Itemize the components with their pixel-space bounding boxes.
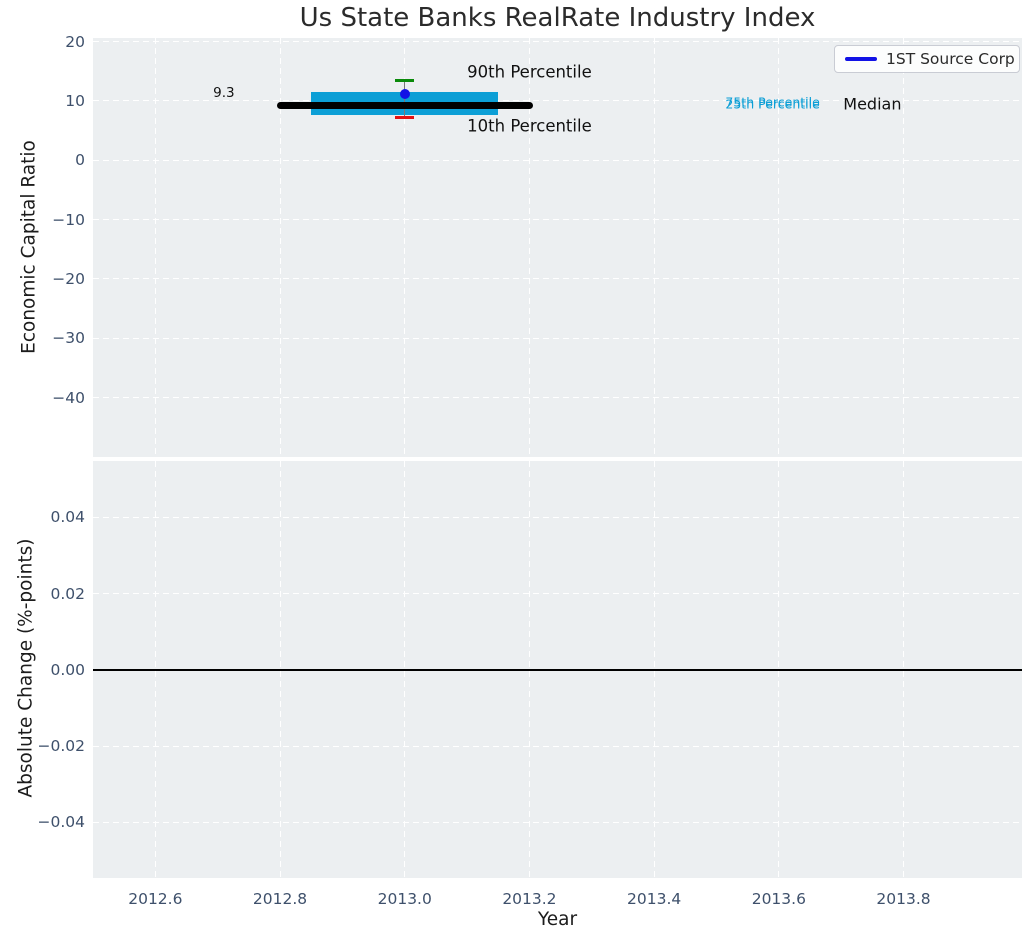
gridline-y [93,41,1022,43]
y-tick-label: −30 [52,329,85,348]
y-axis-label-top: Economic Capital Ratio [18,140,40,354]
chart-annotation: 90th Percentile [467,62,592,82]
y-tick-label: 20 [65,32,85,51]
gridline-y [93,100,1022,102]
y-tick-label: 0.04 [50,508,85,527]
gridline-x [528,38,530,457]
p10-cap [395,116,415,120]
p90-cap [395,79,415,83]
x-tick-label: 2013.2 [502,890,557,908]
gridline-y [93,219,1022,221]
gridline-y [93,337,1022,339]
y-tick-label: 0 [75,151,85,170]
gridline-y [93,278,1022,280]
y-tick-label: 0.00 [50,660,85,679]
gridline-x [653,38,655,457]
chart-annotation: 75th Percentile [725,94,820,109]
y-tick-label: −40 [52,388,85,407]
legend-label: 1ST Source Corp [886,50,1015,68]
chart-title: Us State Banks RealRate Industry Index [299,3,816,33]
gridline-x [154,38,156,457]
x-axis-label: Year [537,909,578,930]
chart-annotation: 10th Percentile [467,116,592,136]
y-tick-label: −10 [52,210,85,229]
chart-annotation: 25th Percentile [725,96,820,112]
gridline-x [778,38,780,457]
y-tick-label: −0.04 [37,813,86,832]
y-tick-label: 0.02 [50,584,85,603]
x-tick-label: 2013.0 [377,890,432,908]
gridline-y [93,593,1022,595]
whisker-line [403,80,406,118]
median-line [276,101,533,109]
gridline-y [93,745,1022,747]
bottom-plot-area [93,461,1022,878]
gridline-y [93,516,1022,518]
x-tick-label: 2013.4 [627,890,682,908]
top-plot-area [93,38,1022,457]
y-tick-label: 10 [65,91,85,110]
legend: 1ST Source Corp [834,45,1020,73]
x-tick-label: 2013.8 [876,890,931,908]
x-tick-label: 2012.6 [128,890,183,908]
gridline-y [93,159,1022,161]
y-tick-label: −20 [52,269,85,288]
gridline-x [903,38,905,457]
chart-annotation: 9.3 [213,85,235,102]
gridline-x [404,38,406,457]
chart-annotation: Median [843,94,902,114]
gridline-y [93,821,1022,823]
zero-line [93,668,1022,671]
y-tick-label: −0.02 [37,737,86,756]
gridline-x [279,38,281,457]
legend-line-sample [845,57,877,61]
x-tick-label: 2012.8 [252,890,308,908]
company-data-point [399,88,410,99]
gridline-y [93,397,1022,399]
x-tick-label: 2013.6 [751,890,806,908]
